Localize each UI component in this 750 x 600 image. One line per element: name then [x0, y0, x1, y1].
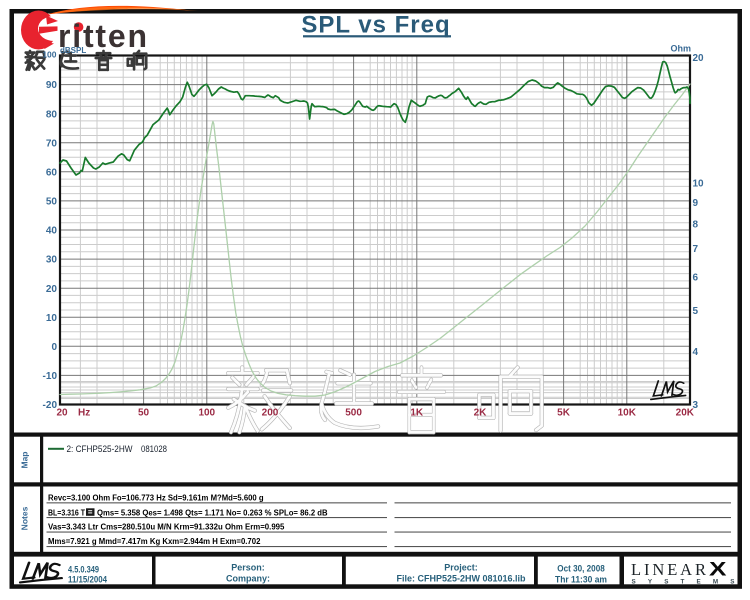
svg-text:500: 500: [345, 408, 362, 419]
svg-text:0: 0: [51, 342, 57, 353]
svg-text:50: 50: [138, 408, 150, 419]
svg-text:Oct 30, 2008: Oct 30, 2008: [557, 564, 605, 575]
svg-text:Vas=3.343 Ltr Cms=280.510u M/: Vas=3.343 Ltr Cms=280.510u M/N Krm=91.33…: [48, 523, 285, 532]
svg-text:11/15/2004: 11/15/2004: [68, 575, 107, 585]
svg-text:-10: -10: [43, 371, 58, 382]
svg-text:3: 3: [693, 400, 699, 411]
svg-text:X: X: [709, 560, 727, 581]
svg-text:200: 200: [262, 408, 279, 419]
svg-text:5: 5: [693, 306, 699, 317]
svg-text:10K: 10K: [618, 408, 637, 419]
svg-text:80: 80: [46, 109, 58, 120]
svg-text:100: 100: [42, 50, 56, 60]
svg-text:dBSPL: dBSPL: [60, 46, 86, 55]
svg-text:4: 4: [693, 347, 699, 358]
svg-text:70: 70: [46, 138, 58, 149]
svg-text:Project:: Project:: [444, 563, 478, 573]
svg-text:60: 60: [46, 167, 58, 178]
svg-text:50: 50: [46, 197, 58, 208]
svg-text:Thr 11:30 am: Thr 11:30 am: [555, 575, 607, 586]
svg-text:7: 7: [693, 244, 699, 255]
svg-text:40: 40: [46, 226, 58, 237]
svg-text:SYSTEMS: SYSTEMS: [632, 579, 735, 586]
svg-text:Company:: Company:: [226, 574, 270, 584]
svg-text:SPL vs Freq: SPL vs Freq: [301, 12, 450, 39]
svg-text:20K: 20K: [676, 408, 695, 419]
svg-text:10: 10: [693, 179, 705, 190]
svg-text:1K: 1K: [410, 408, 424, 419]
svg-text:Ohm: Ohm: [670, 44, 691, 54]
svg-text:6: 6: [693, 273, 699, 284]
svg-text:2: CFHP525-2HW: 2: CFHP525-2HW: [67, 444, 133, 454]
svg-text:Qms= 5.358 Qes= 1.498 Qts= 1: Qms= 5.358 Qes= 1.498 Qts= 1.171 No= 0.2…: [97, 509, 328, 518]
svg-text:20: 20: [57, 408, 69, 419]
svg-text:Person:: Person:: [231, 563, 265, 573]
svg-text:100: 100: [198, 408, 215, 419]
svg-text:20: 20: [693, 53, 705, 64]
svg-text:Revc=3.100 Ohm Fo=106.773 Hz: Revc=3.100 Ohm Fo=106.773 Hz Sd=9.161m M…: [48, 494, 264, 503]
svg-text:9: 9: [693, 198, 699, 209]
svg-text:20: 20: [46, 284, 58, 295]
svg-text:30: 30: [46, 255, 58, 266]
svg-text:Map: Map: [20, 452, 30, 469]
svg-text:ritten: ritten: [58, 18, 149, 54]
svg-text:-20: -20: [43, 400, 58, 411]
svg-text:081028: 081028: [141, 444, 167, 454]
svg-text:90: 90: [46, 80, 58, 91]
svg-text:BL=3.316 T: BL=3.316 T: [48, 509, 85, 518]
svg-text:4.5.0.349: 4.5.0.349: [68, 565, 99, 575]
svg-text:Mms=7.921 g Mmd=7.417m Kg Kx: Mms=7.921 g Mmd=7.417m Kg Kxm=2.944m H E…: [48, 537, 261, 546]
svg-text:8: 8: [693, 220, 699, 231]
svg-text:Hz: Hz: [78, 408, 90, 419]
svg-text:5K: 5K: [557, 408, 571, 419]
svg-text:10: 10: [46, 313, 58, 324]
svg-text:2K: 2K: [474, 408, 488, 419]
svg-text:Notes: Notes: [20, 506, 30, 530]
svg-text:File: CFHP525-2HW 081016.lib: File: CFHP525-2HW 081016.lib: [396, 574, 526, 584]
